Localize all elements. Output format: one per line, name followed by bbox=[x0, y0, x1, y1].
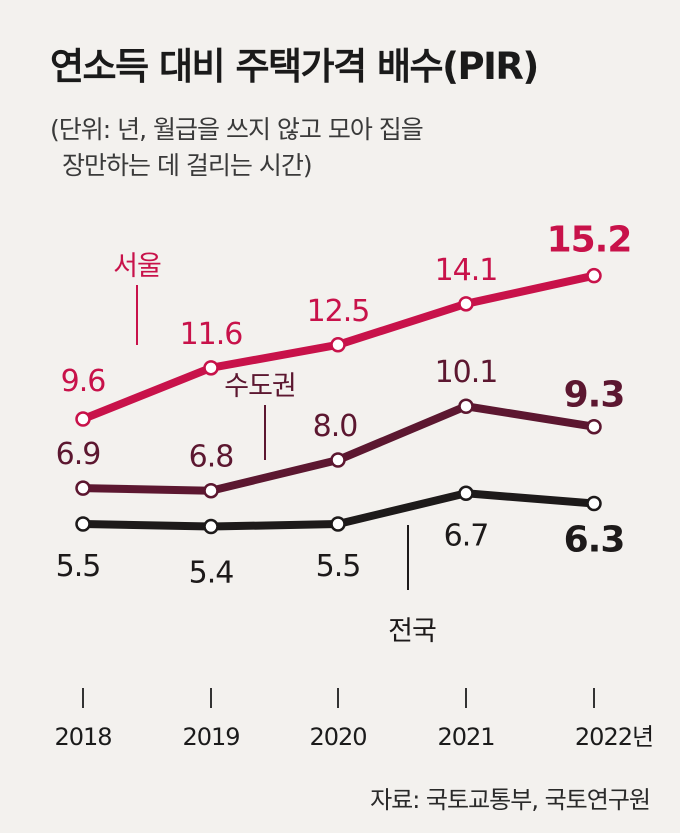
data-point bbox=[458, 485, 474, 502]
data-label: 5.4 bbox=[189, 556, 234, 591]
data-point bbox=[203, 482, 219, 499]
data-label: 12.5 bbox=[307, 294, 370, 329]
data-label: 5.5 bbox=[56, 549, 101, 584]
data-label: 10.1 bbox=[435, 355, 498, 390]
chart-subtitle: (단위: 년, 월급을 쓰지 않고 모아 집을 장만하는 데 걸리는 시간) bbox=[50, 112, 650, 184]
subtitle-line-2: 장만하는 데 걸리는 시간) bbox=[62, 151, 313, 180]
series-name-label: 서울 bbox=[113, 251, 161, 282]
subtitle-line-1: (단위: 년, 월급을 쓰지 않고 모아 집을 bbox=[50, 115, 424, 144]
data-point bbox=[458, 296, 474, 312]
data-label: 6.7 bbox=[444, 518, 489, 553]
data-point bbox=[586, 267, 602, 284]
data-point bbox=[330, 452, 346, 468]
chart-title: 연소득 대비 주택가격 배수(PIR) bbox=[50, 45, 539, 88]
source-note: 자료: 국토교통부, 국토연구원 bbox=[370, 786, 651, 814]
data-label: 5.5 bbox=[316, 549, 361, 584]
data-point bbox=[75, 516, 91, 532]
data-label: 6.3 bbox=[564, 520, 625, 561]
series-name-label: 수도권 bbox=[224, 371, 296, 402]
data-point bbox=[203, 518, 219, 535]
data-point bbox=[75, 411, 91, 427]
x-tick-label: 2019 bbox=[182, 723, 239, 751]
data-point bbox=[586, 418, 602, 435]
x-tick-label: 2018 bbox=[54, 723, 111, 751]
data-label: 14.1 bbox=[435, 253, 498, 288]
data-label: 15.2 bbox=[547, 220, 632, 261]
data-point bbox=[586, 495, 602, 512]
data-point bbox=[458, 398, 474, 414]
x-tick-label: 2021 bbox=[437, 723, 494, 751]
data-label: 6.9 bbox=[56, 437, 101, 472]
data-label: 9.3 bbox=[564, 375, 625, 416]
series-name-label: 전국 bbox=[388, 616, 436, 647]
data-point bbox=[203, 360, 219, 376]
data-point bbox=[75, 480, 91, 496]
data-label: 6.8 bbox=[189, 440, 234, 475]
data-label: 11.6 bbox=[180, 317, 243, 352]
data-point bbox=[330, 337, 346, 353]
x-tick-label: 2022년 bbox=[575, 723, 653, 751]
x-tick-label: 2020 bbox=[309, 723, 366, 751]
data-point bbox=[330, 516, 346, 532]
data-label: 9.6 bbox=[61, 364, 106, 399]
data-label: 8.0 bbox=[313, 409, 358, 444]
